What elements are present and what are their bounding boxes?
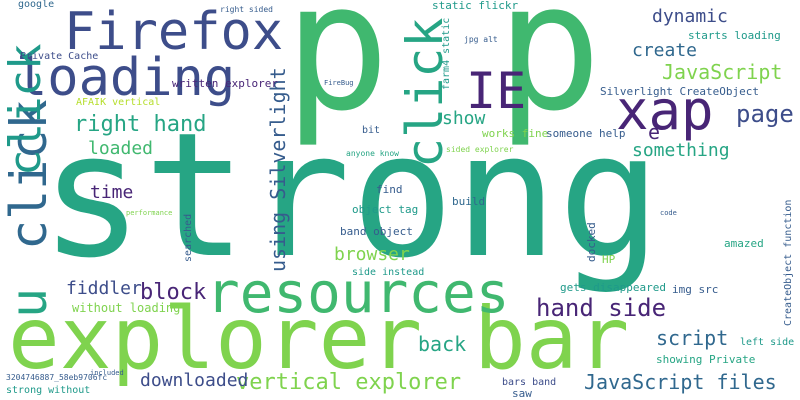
word-searched: searched (183, 213, 194, 262)
word-resources: resources (206, 261, 510, 326)
word-code: code (660, 209, 677, 217)
word-back: back (418, 332, 467, 356)
word-show: show (442, 108, 486, 129)
word-javascript: JavaScript (662, 60, 783, 84)
word-bars-band: bars band (502, 377, 557, 388)
word-firebug: FireBug (324, 79, 354, 87)
word-bit: bit (362, 125, 381, 136)
word-anyone-know: anyone know (346, 149, 399, 158)
word-p-left: p (284, 0, 390, 150)
word-hand-side: hand side (536, 294, 667, 322)
word-side-instead: side instead (352, 267, 425, 278)
word-strong: strong (40, 95, 662, 296)
word-fiddler: fiddler (66, 278, 142, 299)
word-block: block (140, 280, 207, 305)
word-javascript-files: JavaScript files (584, 370, 777, 394)
word-click-3: click (0, 43, 51, 176)
word-xap: xap (616, 79, 714, 142)
word-object-tag: object tag (352, 203, 419, 216)
word-farm4-static: farm4 static (441, 17, 452, 90)
word-u: u (0, 287, 58, 318)
word-script: script (656, 326, 729, 350)
word-band-object: band object (340, 225, 413, 238)
word-works-fine: works fine (482, 127, 549, 140)
word-firefox: Firefox (64, 2, 284, 62)
word-docked: docked (585, 222, 598, 262)
word-without-loading: without loading (72, 301, 181, 315)
word-createobject-function: CreateObject function (783, 199, 794, 326)
word-build: build (452, 195, 486, 208)
word-loading: loading (16, 48, 236, 108)
word-saw: saw (512, 387, 532, 400)
word-something: something (632, 140, 730, 161)
word-ie: IE (466, 62, 527, 120)
word-amazed: amazed (724, 237, 764, 250)
word-img-src: img src (672, 283, 719, 296)
word-google: google (18, 0, 55, 10)
word-dynamic: dynamic (652, 6, 728, 27)
word-e: e (648, 120, 661, 144)
word-vertical-explorer: vertical explorer (236, 370, 462, 395)
word-browser: browser (334, 244, 410, 265)
word-performance: performance (126, 209, 173, 217)
word-gets-disappeared: gets disappeared (560, 281, 666, 294)
word-explorer-bar: explorer bar (8, 289, 630, 389)
word-sided-explorer: sided explorer (446, 145, 514, 154)
word-p-right: p (496, 0, 602, 150)
word-jpg-alt: jpg alt (464, 35, 498, 44)
word-strong-without: strong without (6, 385, 91, 396)
word-someone-help: someone help (546, 127, 626, 140)
word-flickr-id: 3204746887_58eb9706fc (6, 373, 108, 382)
word-right-hand: right hand (74, 112, 207, 137)
word-time: time (90, 182, 134, 203)
word-showing-private: showing Private (656, 353, 756, 366)
word-afaik-vertical: AFAIK vertical (76, 97, 161, 108)
word-right-sided: right sided (220, 5, 273, 14)
word-find: find (376, 183, 403, 196)
word-starts-loading: starts loading (688, 29, 781, 42)
word-using-silverlight: using Silverlight (266, 67, 290, 272)
word-loaded: loaded (88, 138, 154, 159)
word-downloaded: downloaded (140, 370, 249, 391)
word-create: create (632, 40, 698, 61)
word-hp: HP (602, 253, 616, 266)
word-silverlight-createobject: Silverlight CreateObject (600, 85, 759, 98)
word-included: included (90, 369, 124, 377)
word-private-cache: Private Cache (20, 51, 99, 62)
word-static-flickr: static flickr (432, 0, 519, 12)
word-page: page (736, 100, 794, 128)
word-left-side: left side (740, 337, 795, 348)
word-written-explorer: written explorer (172, 77, 278, 90)
